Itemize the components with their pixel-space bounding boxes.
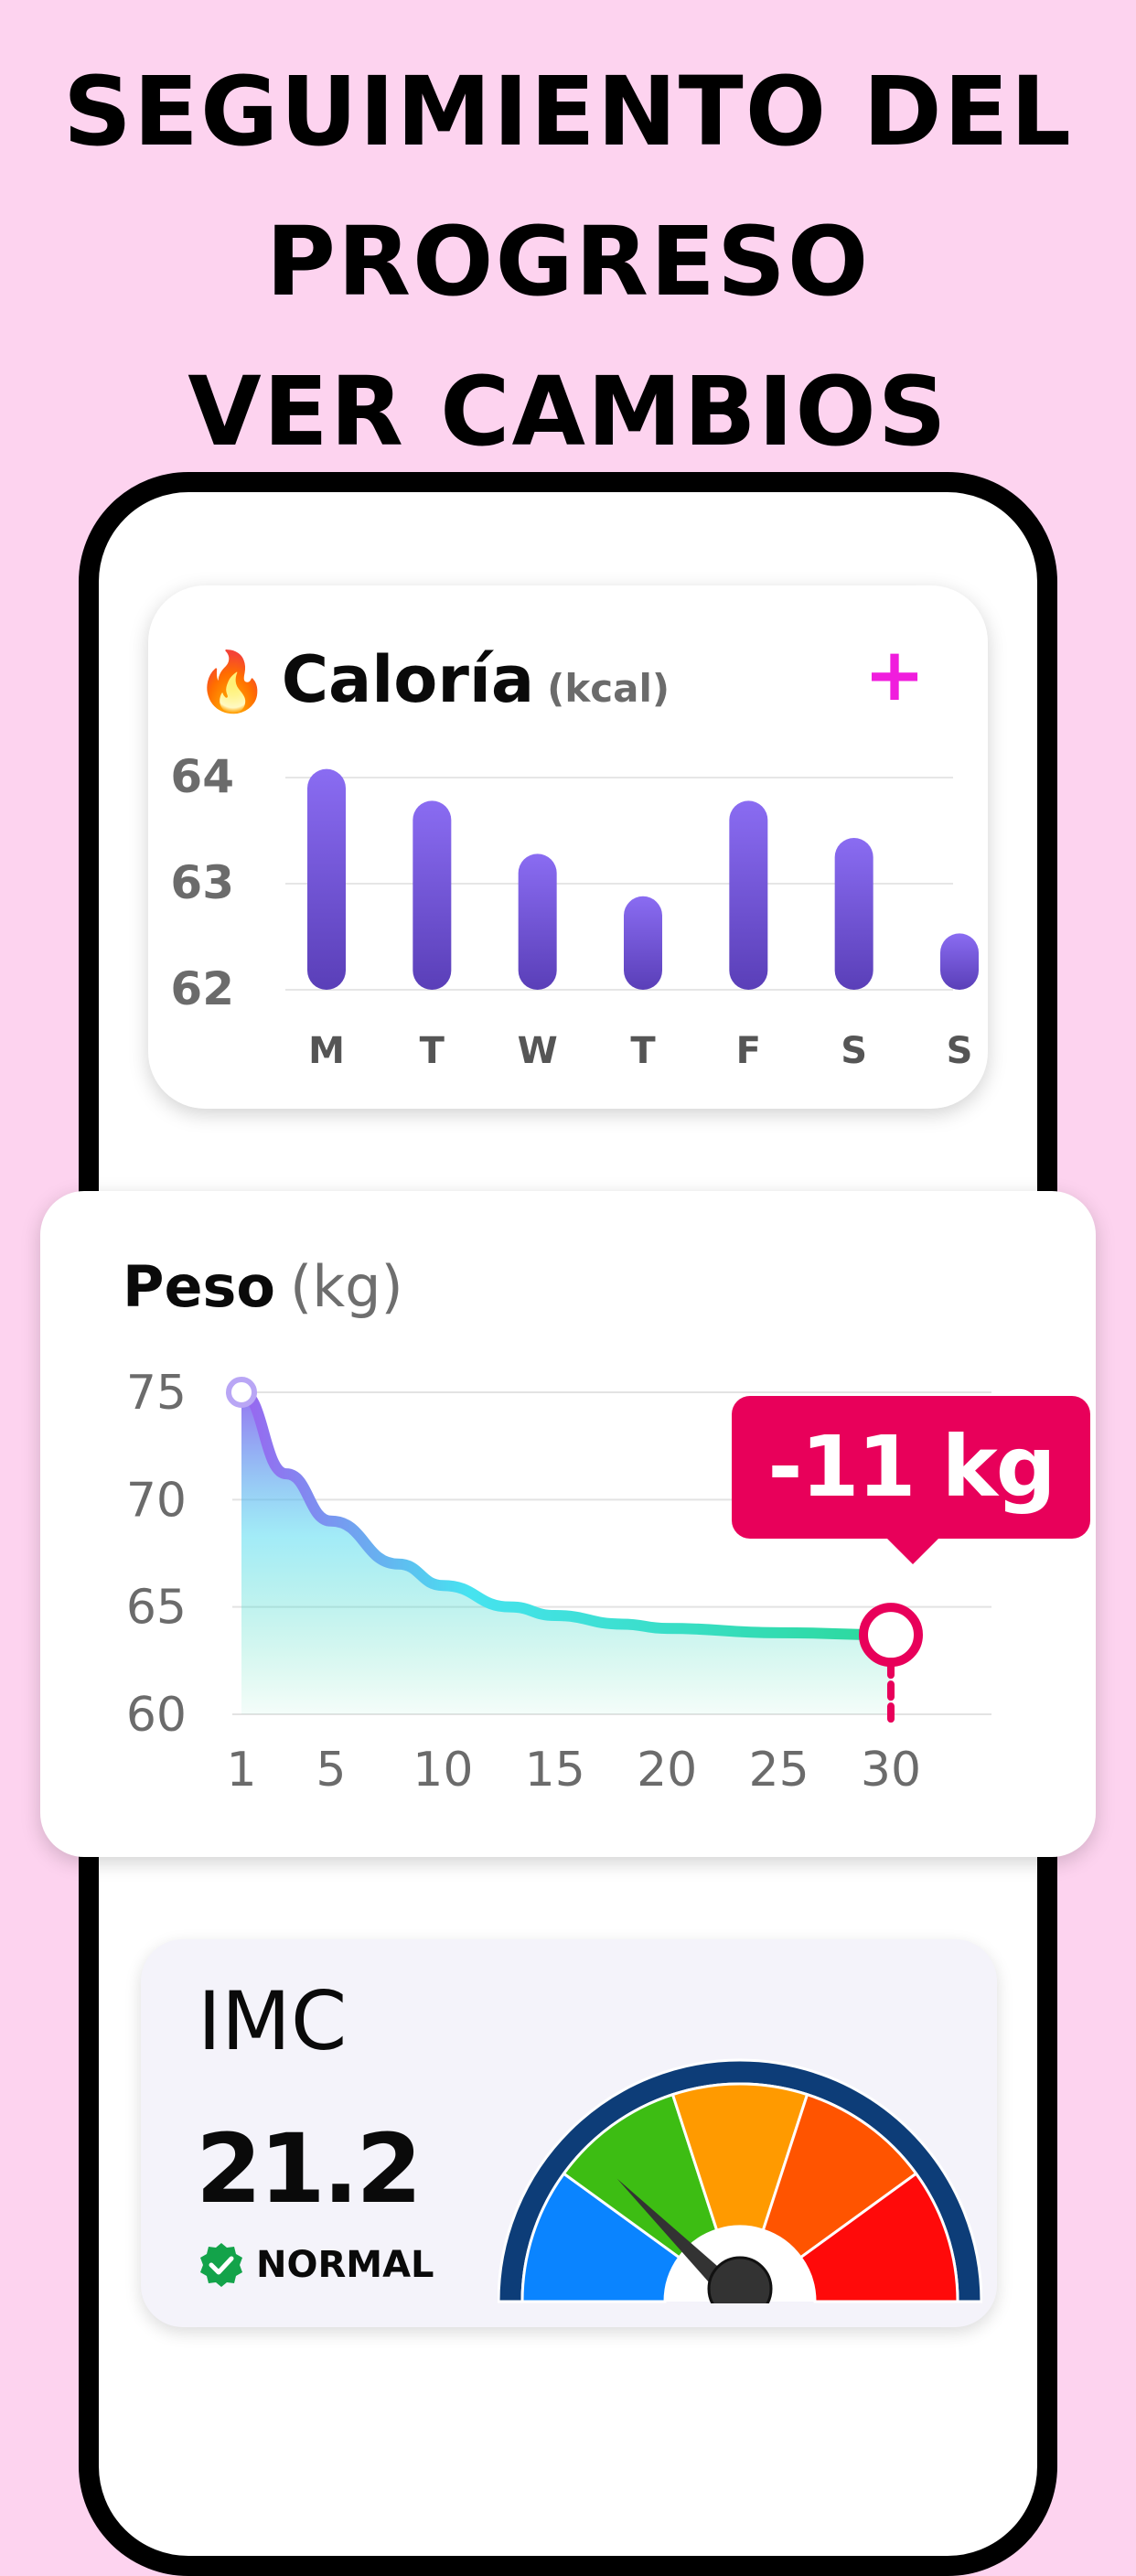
calorie-title: Caloría [281,642,535,717]
y-tick-label: 64 [170,750,234,803]
bar [307,768,346,990]
x-tick-label: 20 [637,1743,697,1798]
start-point [226,1377,257,1408]
x-tick-label: F [736,1030,761,1072]
x-tick-label: 25 [749,1743,809,1798]
x-tick-label: T [420,1030,445,1072]
bar [834,838,873,990]
y-tick-label: 60 [126,1688,187,1743]
bar [624,896,662,990]
gauge-needle-hub [707,2256,773,2303]
headline: SEGUIMIENTO DEL PROGRESO VER CAMBIOS [0,37,1136,487]
y-tick-label: 63 [170,856,234,909]
x-tick-label: 15 [525,1743,585,1798]
x-tick-label: 5 [316,1743,346,1798]
x-tick-label: S [841,1030,867,1072]
weight-line [236,1387,896,1641]
weight-change-badge: -11 kg [732,1396,1090,1564]
bmi-value: 21.2 [196,2113,423,2225]
fire-icon: 🔥 [196,649,269,714]
bmi-status-text: NORMAL [256,2244,434,2286]
calorie-unit: (kcal) [547,666,670,711]
headline-line-2: PROGRESO [265,206,871,317]
bmi-gauge [498,2058,982,2303]
bar [518,853,557,990]
bmi-card[interactable]: IMC 21.2 NORMAL [141,1939,997,2327]
weight-title: Peso [123,1253,275,1320]
check-badge-icon [200,2243,242,2287]
calorie-card[interactable]: 64 63 62 M T W T F S S 🔥 Caloría (kcal) + [148,585,988,1109]
bmi-status: NORMAL [198,2241,434,2289]
y-tick-label: 65 [126,1581,187,1636]
bar [413,800,452,990]
end-point [859,1603,923,1668]
x-tick-label: M [308,1030,345,1072]
y-tick-label: 62 [170,962,234,1015]
x-tick-label: 30 [861,1743,921,1798]
x-tick-label: S [947,1030,973,1072]
weight-unit: (kg) [290,1253,403,1320]
x-tick-label: T [630,1030,656,1072]
bmi-label: IMC [198,1974,348,2068]
bar [729,800,768,990]
headline-line-3: VER CAMBIOS [188,356,948,467]
weight-title-row: Peso (kg) [123,1253,403,1320]
x-tick-label: 10 [413,1743,473,1798]
calorie-bar-chart: 64 63 62 M T W T F S S [170,750,979,1072]
y-tick-label: 75 [126,1366,187,1421]
headline-line-1: SEGUIMIENTO DEL [63,56,1073,167]
bar [940,933,979,990]
y-tick-label: 70 [126,1473,187,1528]
add-calorie-button[interactable]: + [863,632,926,717]
weight-card[interactable]: 75 70 65 60 1 5 10 15 20 25 30 -11 kg Peso (kg) [40,1191,1096,1857]
x-tick-label: W [518,1030,558,1072]
x-tick-label: 1 [226,1743,256,1798]
calorie-title-row: 🔥 Caloría (kcal) [196,642,670,717]
